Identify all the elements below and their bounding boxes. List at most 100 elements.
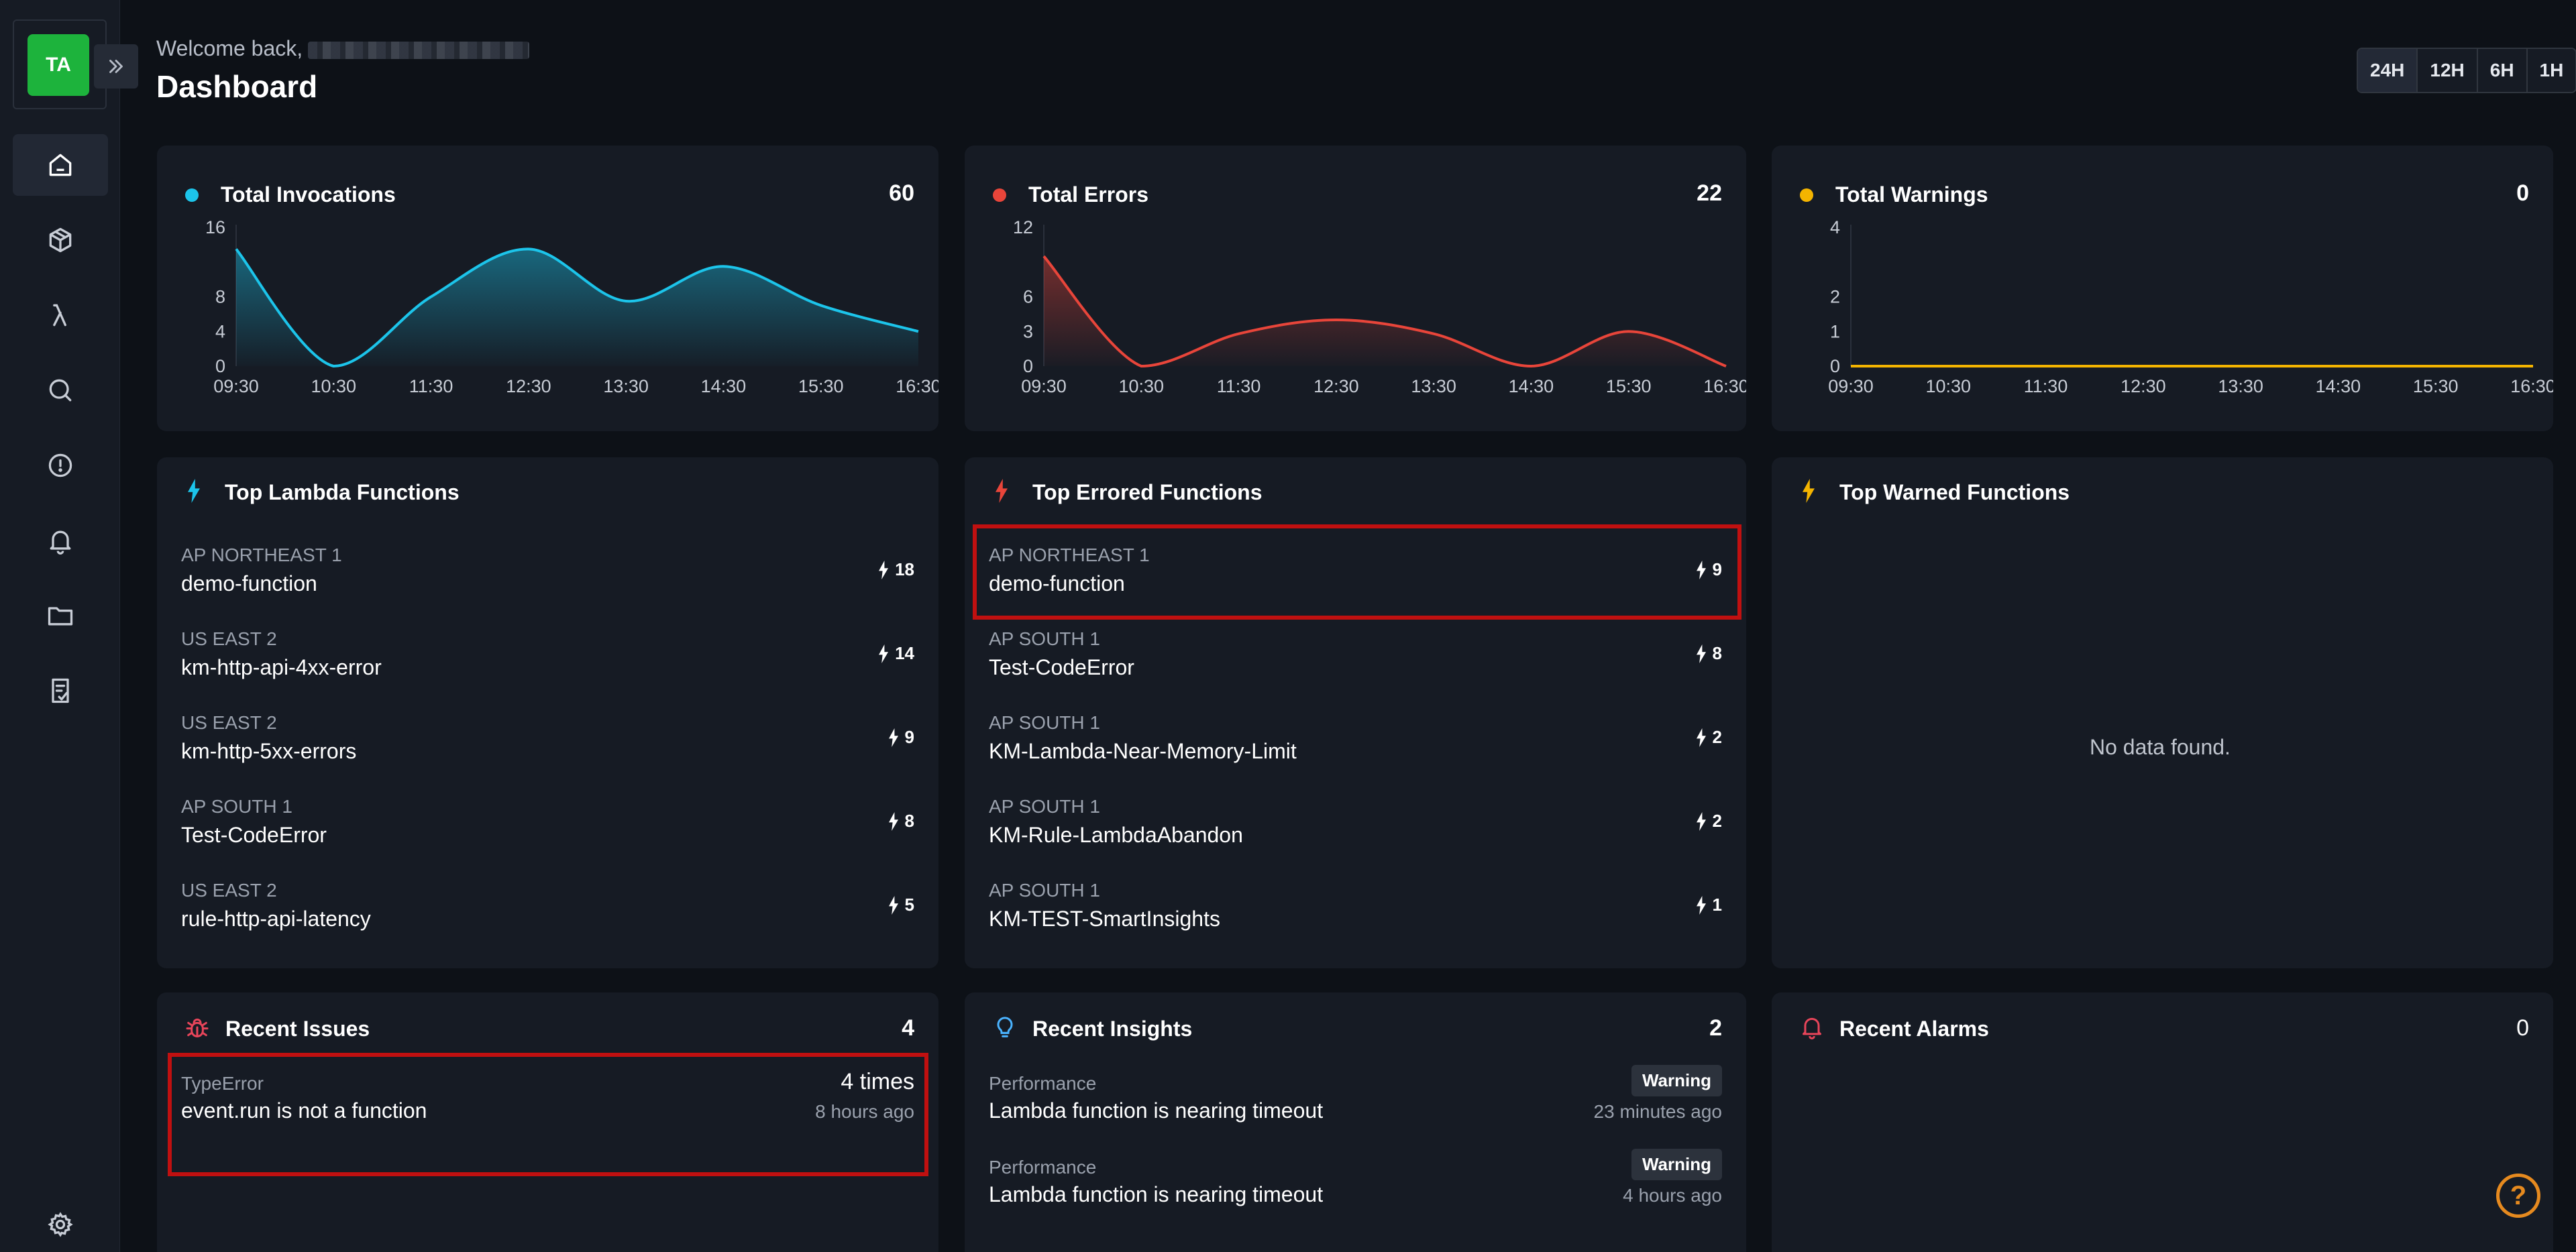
chevrons-right-icon [109, 60, 123, 73]
card-count: 4 [902, 1015, 914, 1041]
card-title: Recent Alarms [1839, 1017, 1989, 1041]
range-12h-button[interactable]: 12H [2418, 49, 2478, 92]
function-name: KM-Rule-LambdaAbandon [989, 823, 1243, 847]
errors-dot [993, 188, 1006, 202]
function-row[interactable]: AP SOUTH 1 KM-TEST-SmartInsights 1 [965, 880, 1746, 963]
total-invocations-card: Total Invocations 60 0 4 8 16 09:30 10:30 11:3… [157, 146, 938, 431]
sidebar-item-home[interactable] [13, 134, 108, 196]
bell-icon [50, 530, 71, 555]
redacted-email [308, 41, 530, 59]
invocation-count: 1 [1694, 895, 1722, 915]
function-row[interactable]: US EAST 2 rule-http-api-latency 5 [157, 880, 938, 963]
top-lambda-card: Top Lambda Functions AP NORTHEAST 1 demo-… [157, 457, 938, 968]
expand-sidebar-button[interactable] [94, 44, 138, 89]
errors-chart: 0 3 6 12 09:30 10:30 11:30 12:30 13:30 14:30 15:30… [1013, 217, 1746, 396]
sidebar-item-alarms[interactable] [13, 510, 108, 571]
insight-category: Performance [989, 1073, 1097, 1094]
x-tick-label: 10:30 [1118, 376, 1164, 396]
function-name: KM-Lambda-Near-Memory-Limit [989, 739, 1297, 763]
function-region: AP NORTHEAST 1 [989, 545, 1150, 565]
range-6h-button[interactable]: 6H [2477, 49, 2528, 92]
x-tick-label: 09:30 [213, 376, 259, 396]
x-tick-label: 14:30 [2316, 376, 2361, 396]
bug-icon [186, 1018, 209, 1037]
insight-ago: 4 hours ago [1623, 1185, 1722, 1206]
issue-ago: 8 hours ago [815, 1101, 914, 1122]
function-row[interactable]: AP SOUTH 1 Test-CodeError 8 [157, 796, 938, 879]
function-region: US EAST 2 [181, 628, 277, 649]
range-1h-button[interactable]: 1H [2527, 49, 2576, 92]
function-name: demo-function [181, 571, 317, 595]
invocation-count: 8 [886, 811, 914, 832]
function-region: AP SOUTH 1 [989, 880, 1100, 901]
x-tick-label: 11:30 [1217, 376, 1261, 396]
invocation-count: 2 [1694, 727, 1722, 748]
count-value: 9 [904, 727, 914, 747]
function-region: US EAST 2 [181, 712, 277, 733]
y-tick-label: 4 [215, 321, 225, 341]
function-row[interactable]: AP SOUTH 1 KM-Lambda-Near-Memory-Limit 2 [965, 712, 1746, 795]
lightbulb-icon [997, 1017, 1013, 1037]
avatar[interactable]: TA [28, 34, 89, 96]
issue-item[interactable]: TypeError event.run is not a function 4 … [157, 1069, 938, 1156]
sidebar-item-search[interactable] [13, 359, 108, 421]
sidebar-item-projects[interactable] [13, 585, 108, 646]
insight-item[interactable]: Performance Lambda function is nearing t… [965, 1065, 1746, 1156]
function-row[interactable]: US EAST 2 km-http-api-4xx-error 14 [157, 628, 938, 712]
count-value: 9 [1712, 559, 1722, 579]
recent-insights-card: Recent Insights 2 Performance Lambda fun… [965, 992, 1746, 1252]
bolt-icon [1696, 811, 1706, 831]
series-line [235, 247, 919, 368]
help-button[interactable]: ? [2496, 1174, 2540, 1218]
card-count: 0 [2516, 1015, 2529, 1041]
highlight-box [973, 524, 1741, 620]
card-title: Recent Issues [225, 1017, 370, 1041]
empty-state: No data found. [2090, 735, 2231, 759]
card-title: Total Warnings [1835, 182, 1988, 207]
bolt-icon [879, 560, 889, 579]
sidebar-item-functions[interactable] [13, 284, 108, 346]
function-row[interactable]: AP NORTHEAST 1 demo-function 18 [157, 545, 938, 628]
bolt-icon [1696, 644, 1706, 663]
function-row[interactable]: AP SOUTH 1 KM-Rule-LambdaAbandon 2 [965, 796, 1746, 879]
x-tick-label: 11:30 [409, 376, 453, 396]
sidebar-item-reports[interactable] [13, 660, 108, 722]
y-tick-label: 0 [1023, 356, 1033, 376]
x-tick-label: 10:30 [1925, 376, 1971, 396]
function-row[interactable]: US EAST 2 km-http-5xx-errors 9 [157, 712, 938, 795]
x-tick-label: 10:30 [311, 376, 356, 396]
function-region: US EAST 2 [181, 880, 277, 901]
x-tick-label: 09:30 [1828, 376, 1874, 396]
avatar-container: TA [13, 19, 107, 109]
x-tick-label: 13:30 [2218, 376, 2263, 396]
time-range-selector: 24H 12H 6H 1H [2357, 48, 2576, 93]
invocations-dot [185, 188, 199, 202]
count-value: 5 [904, 895, 914, 915]
card-title: Total Errors [1028, 182, 1148, 207]
count-value: 8 [904, 811, 914, 831]
x-tick-label: 15:30 [2413, 376, 2459, 396]
sidebar-item-issues[interactable] [13, 435, 108, 496]
sidebar-item-packages[interactable] [13, 209, 108, 271]
folder-icon [48, 607, 73, 626]
card-count: 2 [1709, 1015, 1722, 1041]
card-count: 22 [1697, 180, 1722, 206]
function-name: rule-http-api-latency [181, 907, 371, 931]
insight-item[interactable]: Performance Lambda function is nearing t… [965, 1149, 1746, 1240]
range-24h-button[interactable]: 24H [2358, 49, 2418, 92]
total-warnings-card: Total Warnings 0 0 1 2 4 09:30 10:30 11:30 12:3… [1772, 146, 2553, 431]
card-title: Total Invocations [221, 182, 396, 207]
function-region: AP NORTHEAST 1 [181, 545, 342, 565]
bolt-icon [888, 811, 898, 831]
sidebar-item-settings[interactable] [13, 1194, 108, 1252]
function-row[interactable]: AP SOUTH 1 Test-CodeError 8 [965, 628, 1746, 712]
y-tick-label: 6 [1023, 287, 1033, 307]
issue-type: TypeError [181, 1073, 264, 1094]
function-row[interactable]: AP NORTHEAST 1 demo-function 9 [965, 545, 1746, 628]
invocation-count: 5 [886, 895, 914, 915]
bolt-icon [1696, 560, 1706, 579]
invocation-count: 9 [1694, 559, 1722, 580]
invocation-count: 9 [886, 727, 914, 748]
invocation-count: 8 [1694, 643, 1722, 664]
count-value: 18 [895, 559, 914, 579]
